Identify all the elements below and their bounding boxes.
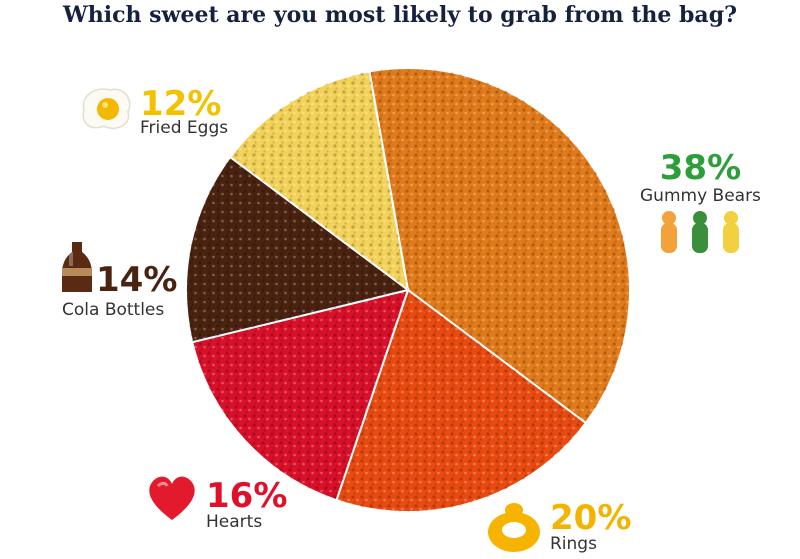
pie-slice-texture-rings [336, 290, 586, 513]
fried-egg-icon [78, 84, 134, 136]
ring-icon [484, 500, 544, 559]
cola-bottle-icon [60, 240, 94, 300]
rings-percent: 20% [550, 498, 632, 538]
label-gummy-bears: 38% Gummy Bears [640, 150, 761, 206]
gummy-bears-icon [652, 210, 752, 264]
gummy-bears-name: Gummy Bears [640, 186, 761, 206]
label-hearts: 16% Hearts [206, 478, 287, 532]
pie-slice-texture-hearts [192, 290, 408, 501]
heart-icon [146, 474, 198, 528]
chart-title: Which sweet are you most likely to grab … [63, 2, 737, 28]
cola-bottles-percent: 14% [96, 260, 178, 300]
pie-slice-texture-fried-eggs [230, 71, 408, 290]
pie-slice-texture-gummy-bears [369, 68, 630, 423]
label-cola-bottles: 14% Cola Bottles [62, 262, 177, 320]
fried-eggs-name: Fried Eggs [140, 118, 229, 138]
hearts-percent: 16% [206, 476, 288, 516]
rings-name: Rings [550, 534, 597, 554]
pie-slice-texture-cola-bottles [186, 157, 408, 343]
cola-bottles-name: Cola Bottles [62, 300, 165, 320]
label-fried-eggs: 12% Fried Eggs [140, 86, 228, 138]
label-rings: 20% Rings [550, 500, 631, 554]
gummy-bears-percent: 38% [659, 148, 742, 188]
fried-eggs-percent: 12% [140, 84, 222, 124]
hearts-name: Hearts [206, 512, 263, 532]
